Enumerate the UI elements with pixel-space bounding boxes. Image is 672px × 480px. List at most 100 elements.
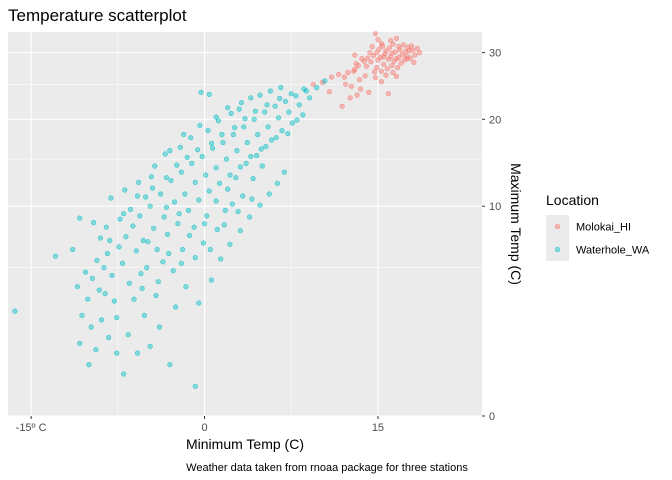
point-waterhole-wa — [277, 95, 283, 102]
point-waterhole-wa — [166, 250, 172, 257]
point-waterhole-wa — [184, 154, 190, 160]
point-waterhole-wa — [114, 350, 120, 356]
point-waterhole-wa — [104, 250, 110, 257]
point-waterhole-wa — [160, 259, 166, 265]
legend-key-molokai-hi — [546, 215, 569, 238]
point-waterhole-wa — [275, 115, 282, 121]
point-molokai-hi — [329, 74, 335, 80]
point-waterhole-wa — [137, 213, 143, 219]
point-waterhole-wa — [152, 163, 158, 169]
point-molokai-hi — [381, 54, 387, 60]
point-molokai-hi — [352, 52, 358, 58]
y-tick-label: 30 — [489, 48, 501, 60]
point-waterhole-wa — [267, 88, 274, 94]
point-waterhole-wa — [265, 124, 271, 130]
y-tick-label: 10 — [489, 201, 501, 213]
point-waterhole-wa — [204, 213, 210, 219]
point-waterhole-wa — [82, 269, 89, 275]
point-waterhole-wa — [86, 362, 92, 368]
point-waterhole-wa — [240, 193, 246, 199]
point-waterhole-wa — [203, 172, 209, 178]
point-waterhole-wa — [259, 163, 265, 169]
point-molokai-hi — [326, 89, 333, 95]
point-waterhole-wa — [79, 312, 85, 319]
point-molokai-hi — [383, 72, 389, 78]
point-waterhole-wa — [206, 188, 212, 194]
point-waterhole-wa — [255, 131, 261, 138]
point-waterhole-wa — [282, 98, 289, 104]
point-waterhole-wa — [153, 292, 159, 299]
point-waterhole-wa — [175, 221, 181, 227]
point-waterhole-wa — [301, 86, 307, 92]
point-molokai-hi — [348, 83, 355, 89]
point-molokai-hi — [408, 43, 415, 49]
point-waterhole-wa — [215, 118, 221, 124]
point-molokai-hi — [376, 46, 382, 52]
point-waterhole-wa — [243, 160, 249, 166]
point-waterhole-wa — [170, 268, 176, 274]
point-molokai-hi — [366, 89, 372, 95]
point-molokai-hi — [378, 78, 385, 85]
point-waterhole-wa — [156, 324, 162, 330]
point-waterhole-wa — [147, 203, 153, 209]
point-waterhole-wa — [266, 191, 272, 197]
point-waterhole-wa — [164, 231, 171, 237]
point-waterhole-wa — [88, 324, 94, 330]
point-waterhole-wa — [205, 128, 211, 134]
point-waterhole-wa — [12, 308, 18, 314]
point-waterhole-wa — [307, 95, 313, 101]
point-waterhole-wa — [195, 147, 201, 153]
point-molokai-hi — [354, 92, 360, 98]
point-waterhole-wa — [223, 156, 230, 162]
points-layer — [12, 31, 423, 389]
point-waterhole-wa — [136, 179, 142, 185]
y-tick-label: 20 — [489, 114, 501, 126]
point-molokai-hi — [417, 49, 423, 56]
point-waterhole-wa — [213, 165, 219, 171]
point-waterhole-wa — [285, 131, 291, 137]
point-waterhole-wa — [161, 214, 167, 220]
point-waterhole-wa — [220, 139, 226, 146]
point-waterhole-wa — [180, 246, 186, 253]
point-waterhole-wa — [149, 185, 156, 191]
point-waterhole-wa — [107, 237, 113, 244]
point-waterhole-wa — [238, 100, 245, 106]
point-waterhole-wa — [201, 221, 208, 227]
y-tick-label: 0 — [489, 411, 495, 423]
point-waterhole-wa — [217, 180, 223, 186]
point-molokai-hi — [383, 48, 389, 54]
point-molokai-hi — [406, 48, 412, 54]
point-waterhole-wa — [213, 198, 219, 204]
point-waterhole-wa — [221, 222, 227, 228]
point-molokai-hi — [385, 91, 392, 97]
point-waterhole-wa — [248, 95, 254, 101]
point-waterhole-wa — [281, 169, 287, 175]
point-waterhole-wa — [178, 260, 184, 266]
point-waterhole-wa — [120, 211, 127, 217]
point-molokai-hi — [404, 56, 410, 62]
point-molokai-hi — [343, 81, 349, 87]
point-waterhole-wa — [208, 277, 215, 283]
point-waterhole-wa — [122, 187, 128, 193]
point-waterhole-wa — [210, 145, 216, 151]
point-waterhole-wa — [167, 148, 173, 154]
point-waterhole-wa — [236, 106, 242, 112]
point-molokai-hi — [339, 103, 345, 109]
point-waterhole-wa — [192, 179, 198, 185]
point-waterhole-wa — [109, 272, 115, 278]
point-waterhole-wa — [252, 108, 258, 114]
point-waterhole-wa — [286, 109, 292, 115]
point-waterhole-wa — [230, 131, 236, 138]
point-waterhole-wa — [134, 350, 141, 356]
point-waterhole-wa — [258, 146, 264, 152]
point-molokai-hi — [341, 74, 348, 80]
legend: Location Molokai_HI Waterhole_WA — [546, 192, 650, 261]
point-waterhole-wa — [199, 153, 205, 160]
point-waterhole-wa — [141, 312, 147, 319]
point-waterhole-wa — [143, 194, 149, 200]
point-molokai-hi — [378, 40, 385, 47]
point-molokai-hi — [363, 63, 370, 69]
point-waterhole-wa — [279, 128, 285, 134]
point-waterhole-wa — [123, 234, 129, 240]
point-waterhole-wa — [264, 102, 270, 108]
